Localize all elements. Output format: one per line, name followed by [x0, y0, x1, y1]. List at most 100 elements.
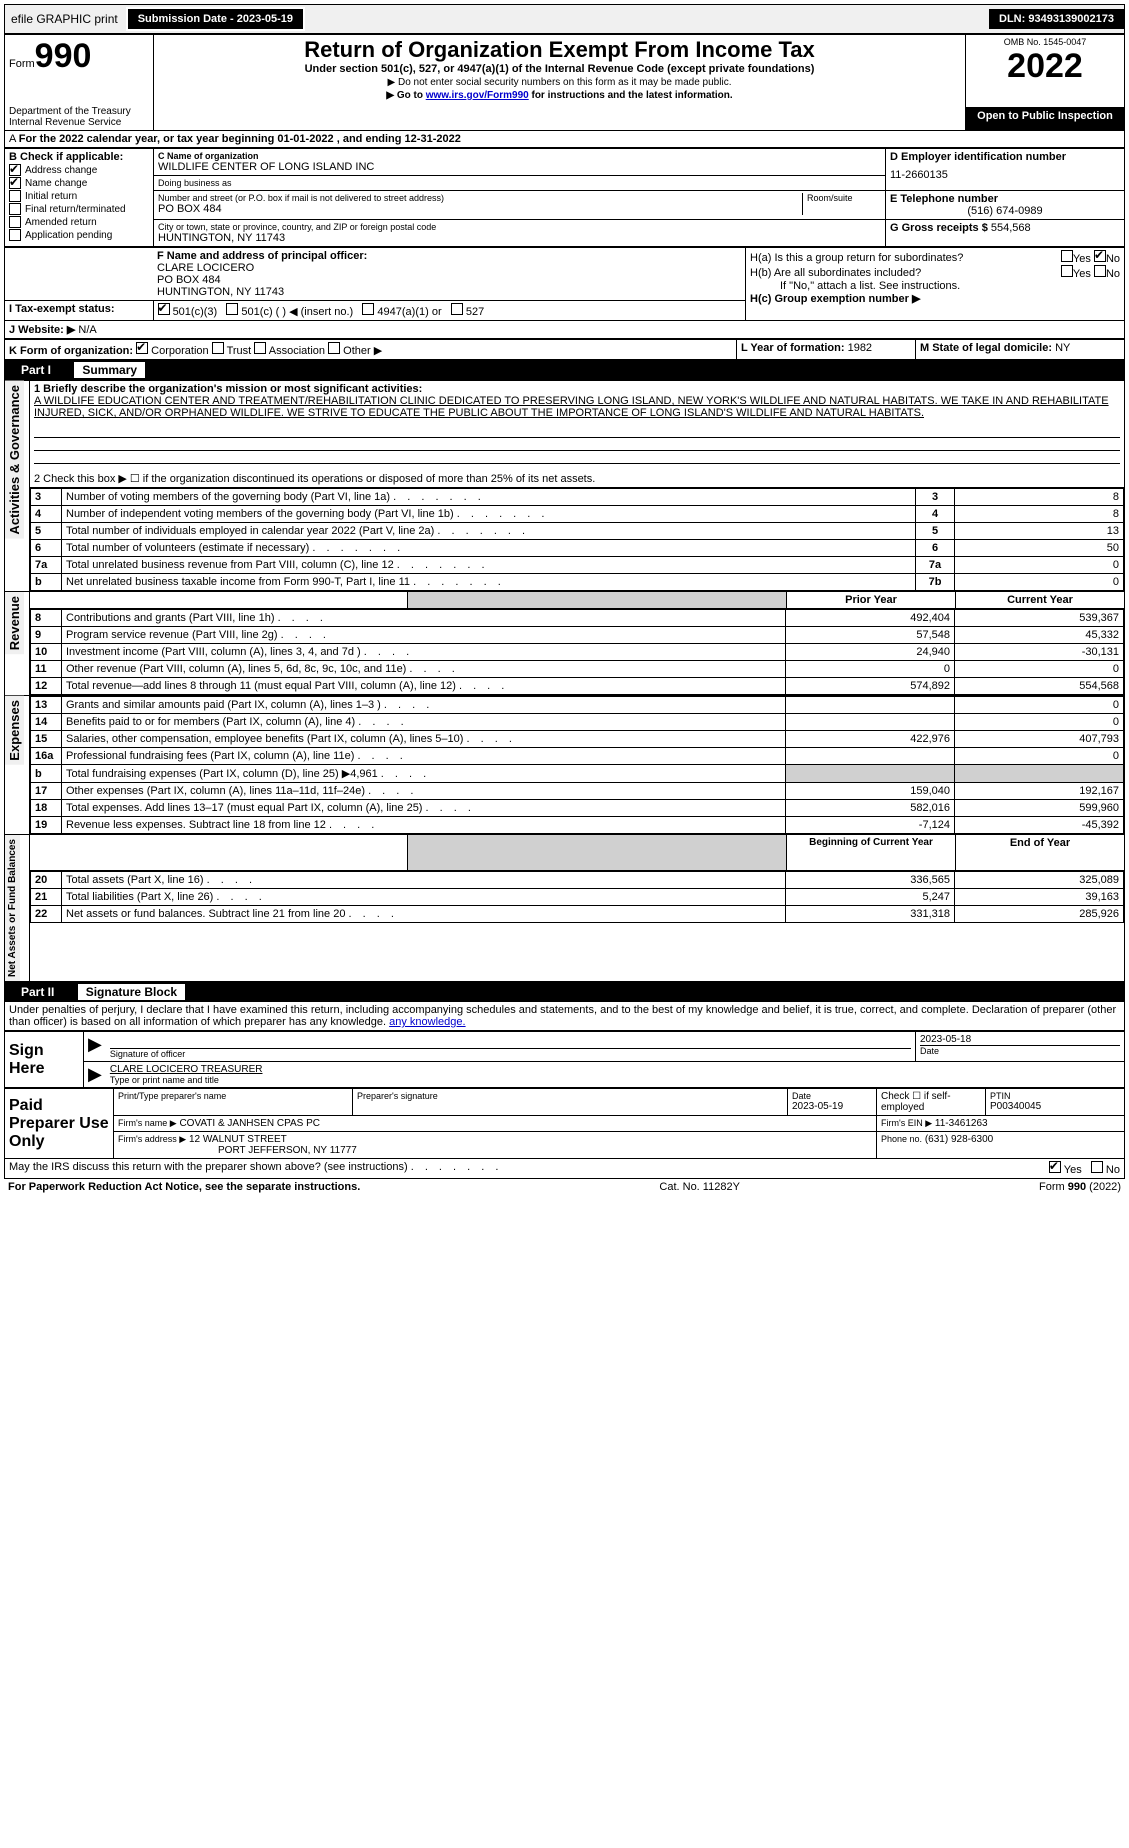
row-num: 11 [31, 661, 62, 678]
k-other[interactable] [328, 342, 340, 354]
row-text: Other revenue (Part VIII, column (A), li… [62, 661, 786, 678]
return-subtitle: Under section 501(c), 527, or 4947(a)(1)… [158, 63, 961, 75]
pra-note: For Paperwork Reduction Act Notice, see … [8, 1181, 360, 1193]
row-box: 6 [916, 540, 955, 557]
checkbox-app[interactable] [9, 229, 21, 241]
m-cell: M State of legal domicile: NY [916, 340, 1125, 360]
current-year-h: Current Year [956, 592, 1125, 609]
c-name-cell: C Name of organization WILDLIFE CENTER O… [154, 149, 886, 176]
irs-link[interactable]: www.irs.gov/Form990 [426, 90, 529, 101]
discuss-yes[interactable] [1049, 1161, 1061, 1173]
street-cell: Number and street (or P.O. box if mail i… [154, 191, 886, 220]
sign-date: 2023-05-18 [920, 1034, 1120, 1045]
paid-label: Paid Preparer Use Only [5, 1089, 114, 1159]
l-cell: L Year of formation: 1982 [737, 340, 916, 360]
ha-label: H(a) Is this a group return for subordin… [750, 252, 963, 264]
i-opts: 501(c)(3) 501(c) ( ) ◀ (insert no.) 4947… [153, 301, 746, 321]
row-text: Revenue less expenses. Subtract line 18 … [62, 817, 786, 834]
row-text: Total assets (Part X, line 16) . . . . [62, 871, 786, 888]
prior-val [786, 714, 955, 731]
top-bar: efile GRAPHIC print Submission Date - 20… [4, 4, 1125, 34]
k-assoc[interactable] [254, 342, 266, 354]
row-text: Total number of individuals employed in … [62, 523, 916, 540]
mission-cell: 1 Briefly describe the organization's mi… [30, 381, 1125, 488]
row-val: 8 [955, 489, 1124, 506]
discuss-no[interactable] [1091, 1161, 1103, 1173]
prior-val: 574,892 [786, 678, 955, 695]
ha-yes[interactable] [1061, 250, 1073, 262]
f-label: F Name and address of principal officer: [157, 250, 741, 262]
firm-city: PORT JEFFERSON, NY 11777 [118, 1145, 872, 1156]
firm-ein-l: Firm's EIN ▶ [881, 1118, 932, 1128]
row-num: 15 [31, 731, 62, 748]
f-cell: F Name and address of principal officer:… [153, 248, 746, 301]
row-num: 16a [31, 748, 62, 765]
footer: For Paperwork Reduction Act Notice, see … [4, 1179, 1125, 1195]
row-text: Contributions and grants (Part VIII, lin… [62, 610, 786, 627]
col-b: B Check if applicable: Address change Na… [5, 149, 154, 247]
form-number: 990 [35, 37, 92, 75]
hb-label: H(b) Are all subordinates included? [750, 267, 921, 279]
dln-label: DLN: 93493139002173 [989, 9, 1124, 29]
curr-val: 325,089 [955, 871, 1124, 888]
b-final: Final return/terminated [25, 204, 126, 215]
side-exp: Expenses [5, 696, 24, 765]
row-text: Total expenses. Add lines 13–17 (must eq… [62, 800, 786, 817]
org-name: WILDLIFE CENTER OF LONG ISLAND INC [158, 161, 881, 173]
room-label: Room/suite [807, 193, 877, 203]
part2-header: Part II Signature Block [4, 982, 1125, 1002]
curr-val: 0 [955, 697, 1124, 714]
part1-body: Activities & Governance 1 Briefly descri… [4, 380, 1125, 982]
dba-cell: Doing business as [154, 176, 886, 191]
l-val: 1982 [848, 342, 872, 354]
curr-val: 539,367 [955, 610, 1124, 627]
fhij-block: F Name and address of principal officer:… [4, 247, 1125, 339]
title-cell: Return of Organization Exempt From Incom… [154, 35, 966, 131]
ein-value: 11-2660135 [890, 169, 1120, 181]
row-num: 13 [31, 697, 62, 714]
k-corp[interactable] [136, 342, 148, 354]
row-num: 12 [31, 678, 62, 695]
part1-label: Summary [74, 362, 145, 378]
checkbox-init[interactable] [9, 190, 21, 202]
prior-val: 0 [786, 661, 955, 678]
curr-val: -30,131 [955, 644, 1124, 661]
row-num: 20 [31, 871, 62, 888]
mission-label: 1 Briefly describe the organization's mi… [34, 383, 1120, 395]
i-501c3[interactable] [158, 303, 170, 315]
hb-no[interactable] [1094, 265, 1106, 277]
row-text: Total liabilities (Part X, line 26) . . … [62, 888, 786, 905]
i-label-cell: I Tax-exempt status: [5, 301, 154, 321]
open-inspection: Open to Public Inspection [966, 108, 1125, 131]
i-501c[interactable] [226, 303, 238, 315]
hb-yes[interactable] [1061, 265, 1073, 277]
prior-val [786, 697, 955, 714]
checkbox-final[interactable] [9, 203, 21, 215]
irs-label: Internal Revenue Service [9, 117, 149, 128]
curr-val: 0 [955, 714, 1124, 731]
i-4947[interactable] [362, 303, 374, 315]
street-label: Number and street (or P.O. box if mail i… [158, 193, 802, 203]
k-trust[interactable] [212, 342, 224, 354]
omb-no: OMB No. 1545-0047 [970, 37, 1120, 47]
no-ssn-note: ▶ Do not enter social security numbers o… [158, 77, 961, 88]
g-val: 554,568 [991, 222, 1031, 234]
checkbox-name[interactable] [9, 177, 21, 189]
curr-val: 0 [955, 661, 1124, 678]
checkbox-amend[interactable] [9, 216, 21, 228]
sign-here: Sign Here [5, 1032, 84, 1088]
discuss-text: May the IRS discuss this return with the… [9, 1161, 408, 1173]
city-cell: City or town, state or province, country… [154, 220, 886, 247]
dept-label: Department of the Treasury [9, 106, 149, 117]
row-val: 0 [955, 557, 1124, 574]
b-name: Name change [25, 178, 87, 189]
row-num: 21 [31, 888, 62, 905]
row-text: Number of independent voting members of … [62, 506, 916, 523]
prior-val: 159,040 [786, 783, 955, 800]
prior-val: 422,976 [786, 731, 955, 748]
any-knowledge-link[interactable]: any knowledge. [389, 1016, 465, 1028]
row-val: 0 [955, 574, 1124, 591]
b-label: B Check if applicable: [9, 151, 149, 163]
i-527[interactable] [451, 303, 463, 315]
ha-no[interactable] [1094, 250, 1106, 262]
